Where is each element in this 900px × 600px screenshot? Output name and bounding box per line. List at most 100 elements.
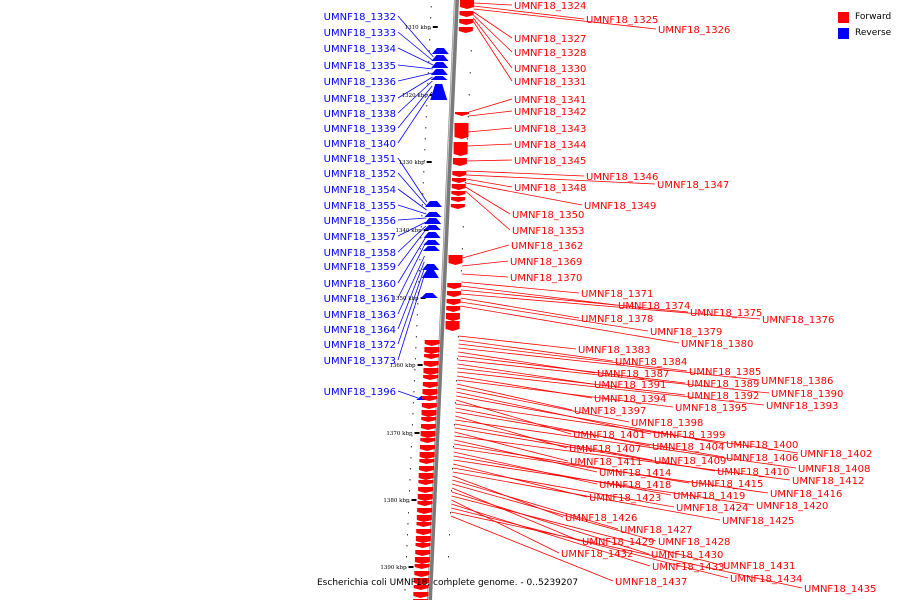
reverse-gene-arrow[interactable] [423, 240, 441, 245]
forward-gene-arrow[interactable] [451, 197, 466, 202]
forward-gene-label[interactable]: UMNF18_1409 [654, 456, 726, 467]
reverse-gene-arrow[interactable] [422, 246, 440, 251]
reverse-gene-label[interactable]: UMNF18_1358 [324, 248, 396, 259]
forward-gene-arrow[interactable] [415, 536, 431, 543]
forward-gene-arrow[interactable] [416, 522, 432, 527]
forward-gene-arrow[interactable] [417, 501, 433, 506]
forward-gene-arrow[interactable] [458, 27, 473, 33]
forward-gene-label[interactable]: UMNF18_1431 [723, 561, 795, 572]
forward-gene-arrow[interactable] [459, 19, 474, 25]
reverse-gene-label[interactable]: UMNF18_1354 [324, 185, 396, 196]
forward-gene-arrow[interactable] [460, 0, 474, 9]
forward-gene-label[interactable]: UMNF18_1430 [651, 550, 723, 561]
forward-gene-arrow[interactable] [414, 557, 430, 564]
forward-gene-arrow[interactable] [419, 459, 435, 464]
reverse-gene-label[interactable]: UMNF18_1356 [324, 216, 396, 227]
forward-gene-arrow[interactable] [445, 321, 460, 331]
forward-gene-label[interactable]: UMNF18_1328 [514, 48, 586, 59]
forward-gene-arrow[interactable] [454, 112, 469, 116]
reverse-gene-arrow[interactable] [431, 62, 449, 68]
forward-gene-label[interactable]: UMNF18_1434 [730, 574, 802, 585]
forward-gene-arrow[interactable] [417, 508, 433, 514]
forward-gene-label[interactable]: UMNF18_1386 [761, 376, 833, 387]
forward-gene-label[interactable]: UMNF18_1425 [722, 516, 794, 527]
forward-gene-label[interactable]: UMNF18_1342 [514, 107, 586, 118]
forward-gene-arrow[interactable] [453, 142, 468, 156]
forward-gene-label[interactable]: UMNF18_1385 [689, 367, 761, 378]
reverse-gene-label[interactable]: UMNF18_1372 [324, 340, 396, 351]
forward-gene-label[interactable]: UMNF18_1341 [514, 95, 586, 106]
forward-gene-arrow[interactable] [424, 347, 440, 354]
forward-gene-arrow[interactable] [451, 184, 466, 190]
forward-gene-label[interactable]: UMNF18_1392 [687, 391, 759, 402]
forward-gene-arrow[interactable] [450, 204, 465, 209]
forward-gene-arrow[interactable] [422, 389, 438, 396]
forward-gene-label[interactable]: UMNF18_1327 [514, 34, 586, 45]
forward-gene-label[interactable]: UMNF18_1406 [726, 453, 798, 464]
reverse-gene-arrow[interactable] [431, 55, 449, 61]
forward-gene-arrow[interactable] [419, 452, 435, 459]
forward-gene-label[interactable]: UMNF18_1395 [675, 403, 747, 414]
legend-item-reverse[interactable]: Reverse [838, 25, 891, 41]
forward-gene-label[interactable]: UMNF18_1371 [581, 289, 653, 300]
forward-gene-label[interactable]: UMNF18_1419 [673, 491, 745, 502]
forward-gene-label[interactable]: UMNF18_1344 [514, 140, 586, 151]
forward-gene-label[interactable]: UMNF18_1437 [615, 577, 687, 588]
forward-gene-arrow[interactable] [445, 313, 460, 321]
forward-gene-label[interactable]: UMNF18_1369 [510, 257, 582, 268]
reverse-gene-label[interactable]: UMNF18_1332 [324, 12, 396, 23]
reverse-gene-label[interactable]: UMNF18_1333 [324, 28, 396, 39]
reverse-gene-label[interactable]: UMNF18_1357 [324, 232, 396, 243]
forward-gene-arrow[interactable] [422, 396, 438, 401]
forward-gene-label[interactable]: UMNF18_1326 [658, 25, 730, 36]
forward-gene-label[interactable]: UMNF18_1389 [687, 379, 759, 390]
forward-gene-label[interactable]: UMNF18_1348 [514, 183, 586, 194]
forward-gene-label[interactable]: UMNF18_1376 [762, 315, 834, 326]
forward-gene-label[interactable]: UMNF18_1387 [597, 369, 669, 380]
forward-gene-arrow[interactable] [446, 291, 461, 297]
reverse-gene-arrow[interactable] [430, 69, 448, 75]
reverse-gene-arrow[interactable] [420, 293, 438, 298]
forward-gene-arrow[interactable] [423, 375, 439, 380]
forward-gene-label[interactable]: UMNF18_1418 [599, 480, 671, 491]
reverse-gene-arrow[interactable] [424, 201, 442, 207]
forward-gene-label[interactable]: UMNF18_1391 [594, 380, 666, 391]
reverse-gene-arrow[interactable] [424, 218, 442, 224]
forward-gene-arrow[interactable] [413, 578, 429, 585]
forward-gene-label[interactable]: UMNF18_1407 [569, 444, 641, 455]
forward-gene-label[interactable]: UMNF18_1428 [658, 537, 730, 548]
reverse-gene-arrow[interactable] [423, 225, 441, 230]
forward-gene-label[interactable]: UMNF18_1390 [771, 389, 843, 400]
forward-gene-label[interactable]: UMNF18_1401 [573, 430, 645, 441]
reverse-gene-label[interactable]: UMNF18_1361 [324, 294, 396, 305]
forward-gene-label[interactable]: UMNF18_1416 [770, 489, 842, 500]
forward-gene-arrow[interactable] [421, 417, 437, 422]
forward-gene-arrow[interactable] [420, 424, 436, 430]
forward-gene-label[interactable]: UMNF18_1375 [690, 308, 762, 319]
reverse-gene-label[interactable]: UMNF18_1364 [324, 325, 396, 336]
forward-gene-label[interactable]: UMNF18_1345 [514, 156, 586, 167]
reverse-gene-label[interactable]: UMNF18_1336 [324, 77, 396, 88]
forward-gene-arrow[interactable] [451, 191, 466, 196]
forward-gene-arrow[interactable] [424, 340, 440, 346]
forward-gene-label[interactable]: UMNF18_1379 [650, 327, 722, 338]
forward-gene-label[interactable]: UMNF18_1353 [512, 226, 584, 237]
forward-gene-label[interactable]: UMNF18_1400 [726, 440, 798, 451]
forward-gene-arrow[interactable] [417, 494, 433, 501]
reverse-gene-label[interactable]: UMNF18_1351 [324, 154, 396, 165]
forward-gene-arrow[interactable] [424, 354, 440, 359]
forward-gene-label[interactable]: UMNF18_1429 [582, 537, 654, 548]
forward-gene-label[interactable]: UMNF18_1424 [676, 503, 748, 514]
forward-gene-arrow[interactable] [423, 361, 439, 367]
forward-gene-arrow[interactable] [446, 306, 461, 312]
forward-gene-label[interactable]: UMNF18_1433 [652, 562, 724, 573]
forward-gene-label[interactable]: UMNF18_1384 [615, 357, 687, 368]
forward-gene-arrow[interactable] [414, 564, 430, 569]
forward-gene-arrow[interactable] [422, 382, 438, 388]
reverse-gene-label[interactable]: UMNF18_1363 [324, 310, 396, 321]
reverse-gene-arrow[interactable] [430, 76, 448, 80]
reverse-gene-label[interactable]: UMNF18_1360 [324, 279, 396, 290]
forward-gene-arrow[interactable] [418, 480, 434, 485]
forward-gene-label[interactable]: UMNF18_1374 [618, 301, 690, 312]
reverse-gene-arrow[interactable] [421, 270, 439, 278]
